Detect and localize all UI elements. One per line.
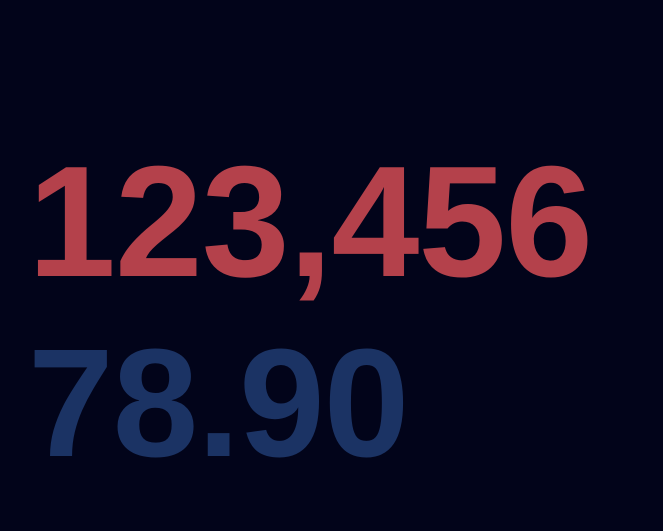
secondary-number: 78.90: [28, 317, 409, 489]
primary-number: 123,456: [28, 134, 593, 310]
